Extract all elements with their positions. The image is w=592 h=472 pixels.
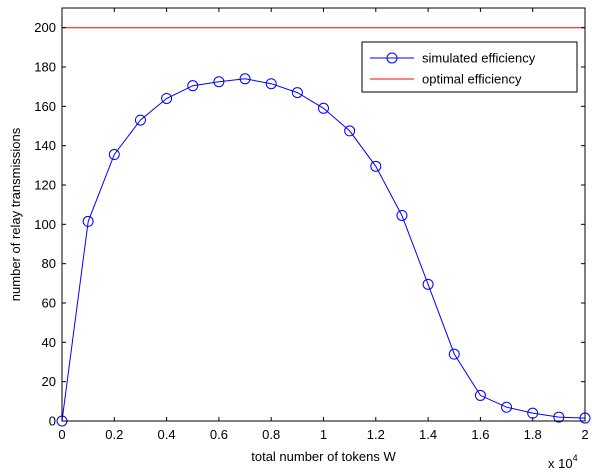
legend-label-simulated: simulated efficiency	[422, 51, 536, 66]
x-axis-title: total number of tokens W	[251, 449, 396, 464]
x-axis-multiplier-exponent: 4	[573, 453, 578, 463]
series-line-0	[61, 78, 586, 422]
data-point	[422, 278, 434, 290]
y-tick-label: 20	[42, 374, 56, 389]
data-point	[501, 401, 513, 413]
x-tick-label: 1.6	[471, 427, 489, 442]
x-axis-multiplier-base: x 10	[548, 456, 573, 471]
data-point	[291, 87, 303, 99]
data-point	[344, 125, 356, 137]
x-tick-label: 1.8	[524, 427, 542, 442]
x-tick-label: 0.6	[210, 427, 228, 442]
data-point	[396, 209, 408, 221]
x-tick-label: 0.2	[105, 427, 123, 442]
data-point	[265, 78, 277, 90]
x-tick-label: 2	[581, 427, 588, 442]
data-point	[370, 160, 382, 172]
data-point	[108, 149, 120, 161]
y-tick-label: 180	[34, 60, 56, 75]
legend: simulated efficiency optimal efficiency	[361, 41, 578, 93]
data-point	[134, 114, 146, 126]
y-tick-label: 0	[49, 414, 56, 429]
x-axis-multiplier: x 104	[548, 453, 578, 471]
x-tick-label: 0.8	[262, 427, 280, 442]
y-tick-label: 120	[34, 178, 56, 193]
x-tick-label: 0.4	[158, 427, 176, 442]
series-layer	[56, 27, 591, 427]
x-tick-label: 1	[320, 427, 327, 442]
y-tick-label: 140	[34, 138, 56, 153]
x-tick-label: 1.4	[419, 427, 437, 442]
data-point	[187, 80, 199, 92]
ticks-layer: 0 0.2 0.4 0.6 0.8 1 1.2 1.4 1.6 1.8 20204060801001…	[34, 8, 589, 442]
legend-label-optimal: optimal efficiency	[422, 72, 522, 87]
data-point	[213, 76, 225, 88]
y-tick-label: 60	[42, 296, 56, 311]
y-axis-title: number of relay transmissions	[8, 127, 23, 301]
data-point	[448, 348, 460, 360]
y-tick-label: 80	[42, 256, 56, 271]
data-point	[474, 389, 486, 401]
data-point	[239, 73, 251, 85]
data-point	[318, 102, 329, 114]
x-tick-label: 1.2	[367, 427, 385, 442]
y-tick-label: 40	[42, 335, 56, 350]
y-tick-label: 200	[34, 20, 56, 35]
data-point	[553, 411, 565, 423]
data-point	[82, 215, 94, 227]
x-tick-label: 0	[58, 427, 65, 442]
y-tick-label: 160	[34, 99, 56, 114]
legend-marker-simulated	[386, 52, 398, 64]
legend-box	[361, 41, 578, 93]
data-point	[161, 92, 173, 104]
y-tick-label: 100	[34, 217, 56, 232]
